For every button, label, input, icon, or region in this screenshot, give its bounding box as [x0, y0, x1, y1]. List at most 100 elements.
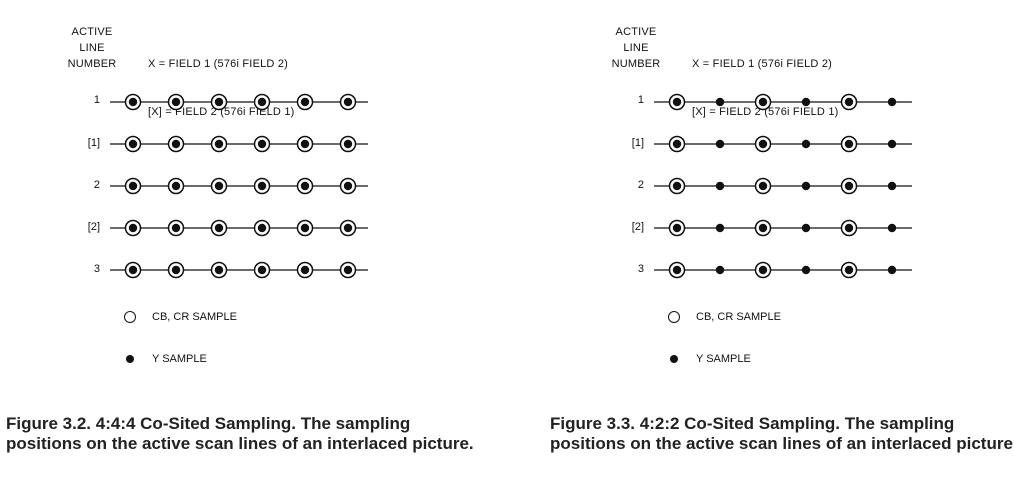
field-key: X = FIELD 1 (576i FIELD 2) [X] = FIELD 2… — [148, 24, 295, 152]
y-sample — [672, 223, 682, 233]
y-sample — [343, 139, 353, 149]
y-sample — [343, 265, 353, 275]
row-label-1: 1 — [93, 94, 100, 106]
header-line-active: ACTIVE — [615, 26, 657, 38]
figure-caption: Figure 3.2. 4:4:4 Co-Sited Sampling. The… — [6, 414, 474, 453]
y-sample — [844, 139, 854, 149]
y-sample — [758, 265, 768, 275]
legend-y-label: Y SAMPLE — [696, 353, 751, 365]
y-sample — [758, 97, 768, 107]
y-sample — [257, 265, 267, 275]
legend-cb-cr: CB, CR SAMPLE — [664, 307, 781, 327]
y-sample — [128, 265, 138, 275]
y-sample — [128, 97, 138, 107]
y-sample — [257, 97, 267, 107]
row-label-2: 2 — [93, 179, 100, 191]
row-label-field2-1: [1] — [87, 137, 100, 149]
y-sample — [801, 97, 811, 107]
open-circle-icon — [124, 311, 136, 323]
figure-caption: Figure 3.3. 4:2:2 Co-Sited Sampling. The… — [550, 414, 1014, 453]
figure-3-3: ACTIVE LINE NUMBER X = FIELD 1 (576i FIE… — [544, 0, 1014, 494]
y-sample — [887, 181, 897, 191]
y-sample — [300, 223, 310, 233]
y-sample — [801, 181, 811, 191]
y-sample — [300, 265, 310, 275]
y-sample — [801, 265, 811, 275]
open-circle-icon — [668, 311, 680, 323]
row-label-3: 3 — [637, 263, 644, 275]
legend-cb-cr-label: CB, CR SAMPLE — [696, 311, 781, 323]
filled-dot-icon — [126, 355, 134, 363]
sampling-grid — [654, 93, 912, 279]
y-sample — [844, 181, 854, 191]
y-sample — [128, 223, 138, 233]
field-key-line-2: [X] = FIELD 2 (576i FIELD 1) — [148, 106, 295, 118]
legend-cb-cr: CB, CR SAMPLE — [120, 307, 237, 327]
y-sample — [214, 223, 224, 233]
y-sample — [672, 97, 682, 107]
row-label-3: 3 — [93, 263, 100, 275]
sampling-grid — [110, 93, 368, 279]
legend-y: Y SAMPLE — [664, 349, 751, 369]
y-sample — [128, 181, 138, 191]
y-sample — [887, 97, 897, 107]
y-sample — [257, 181, 267, 191]
y-sample — [672, 181, 682, 191]
y-sample — [214, 181, 224, 191]
y-sample — [171, 139, 181, 149]
y-sample — [343, 97, 353, 107]
y-sample — [672, 265, 682, 275]
y-sample — [844, 223, 854, 233]
header-line-number: NUMBER — [67, 58, 117, 70]
y-sample — [715, 265, 725, 275]
row-label-2: 2 — [637, 179, 644, 191]
filled-dot-icon — [670, 355, 678, 363]
y-sample — [801, 223, 811, 233]
y-sample — [715, 181, 725, 191]
field-key-line-2: [X] = FIELD 2 (576i FIELD 1) — [692, 106, 839, 118]
active-line-number-header: ACTIVE LINE NUMBER — [600, 24, 672, 72]
y-sample — [887, 265, 897, 275]
y-sample — [343, 223, 353, 233]
y-sample — [171, 97, 181, 107]
y-sample — [715, 223, 725, 233]
y-sample — [758, 223, 768, 233]
y-sample — [672, 139, 682, 149]
header-line-active: ACTIVE — [71, 26, 113, 38]
y-sample — [128, 139, 138, 149]
y-sample — [887, 223, 897, 233]
header-line-line: LINE — [79, 42, 105, 54]
row-label-field2-2: [2] — [631, 221, 644, 233]
y-sample — [758, 139, 768, 149]
y-sample — [214, 139, 224, 149]
y-sample — [715, 97, 725, 107]
y-sample — [171, 265, 181, 275]
y-sample — [300, 97, 310, 107]
header-line-number: NUMBER — [611, 58, 661, 70]
legend-y-label: Y SAMPLE — [152, 353, 207, 365]
y-sample — [844, 265, 854, 275]
y-sample — [715, 139, 725, 149]
y-sample — [257, 223, 267, 233]
active-line-number-header: ACTIVE LINE NUMBER — [56, 24, 128, 72]
field-key-line-1: X = FIELD 1 (576i FIELD 2) — [148, 58, 289, 70]
y-sample — [300, 139, 310, 149]
y-sample — [801, 139, 811, 149]
y-sample — [758, 181, 768, 191]
y-sample — [257, 139, 267, 149]
y-sample — [214, 265, 224, 275]
y-sample — [343, 181, 353, 191]
y-sample — [214, 97, 224, 107]
row-label-1: 1 — [637, 94, 644, 106]
row-label-field2-2: [2] — [87, 221, 100, 233]
header-line-line: LINE — [623, 42, 649, 54]
y-sample — [171, 223, 181, 233]
y-sample — [300, 181, 310, 191]
figure-3-2: ACTIVE LINE NUMBER X = FIELD 1 (576i FIE… — [0, 0, 500, 494]
legend-y: Y SAMPLE — [120, 349, 207, 369]
field-key-line-1: X = FIELD 1 (576i FIELD 2) — [692, 58, 833, 70]
y-sample — [171, 181, 181, 191]
legend-cb-cr-label: CB, CR SAMPLE — [152, 311, 237, 323]
row-label-field2-1: [1] — [631, 137, 644, 149]
field-key: X = FIELD 1 (576i FIELD 2) [X] = FIELD 2… — [692, 24, 839, 152]
